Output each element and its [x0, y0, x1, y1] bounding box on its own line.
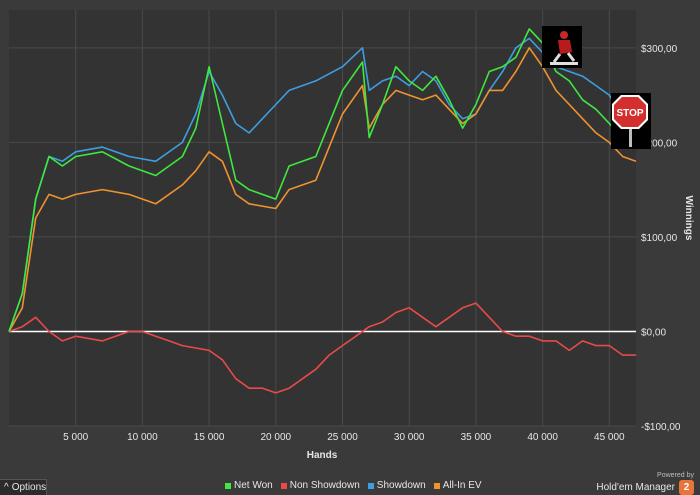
stop-sign-image: STOP — [611, 93, 651, 149]
skater-image — [542, 26, 582, 68]
legend-item[interactable]: All-In EV — [433, 480, 482, 491]
y-tick-label: $200,00 — [641, 138, 678, 149]
legend-item[interactable]: Net Won — [225, 480, 273, 491]
x-tick-label: 30 000 — [394, 432, 425, 443]
legend-label: Showdown — [376, 480, 426, 491]
powered-by-text: Powered by — [657, 472, 694, 479]
legend-item[interactable]: Non Showdown — [280, 480, 360, 491]
hem2-brand: Powered by Hold'em Manager 2 — [596, 472, 694, 495]
hem2-logo-icon: 2 — [679, 480, 694, 495]
x-tick-label: 20 000 — [261, 432, 292, 443]
x-tick-label: 45 000 — [594, 432, 625, 443]
winnings-chart: 5 000 10 000 15 000 20 000 25 000 30 000 35 00… — [8, 10, 694, 461]
chevron-up-icon: ^ — [4, 482, 9, 493]
x-tick-label: 25 000 — [327, 432, 358, 443]
plot-area — [9, 10, 636, 426]
legend-swatch — [225, 482, 231, 489]
legend-label: Non Showdown — [289, 480, 360, 491]
legend-label: Net Won — [234, 480, 273, 491]
options-label: Options — [11, 482, 47, 493]
y-axis-title: Winnings — [683, 196, 694, 241]
stop-sign-text: STOP — [616, 108, 643, 119]
series-line-non-showdown — [8, 302, 636, 394]
x-tick-label: 15 000 — [194, 432, 225, 443]
brand-name: Hold'em Manager — [596, 482, 675, 493]
y-tick-label: $100,00 — [641, 233, 678, 244]
legend-swatch — [280, 482, 287, 489]
legend-label: All-In EV — [442, 480, 482, 491]
legend-item[interactable]: Showdown — [367, 480, 426, 491]
legend: Net Won Non Showdown Showdown All-In EV — [225, 480, 482, 491]
x-axis: 5 000 10 000 15 000 20 000 25 000 30 000 35 00… — [63, 432, 625, 443]
grid — [9, 10, 636, 427]
y-tick-label: $0,00 — [641, 327, 666, 338]
legend-swatch — [367, 482, 374, 489]
series-line-all-in-ev — [8, 46, 637, 332]
options-button[interactable]: ^ Options — [0, 479, 47, 495]
x-tick-label: 10 000 — [127, 432, 158, 443]
y-tick-label: -$100,00 — [641, 422, 681, 433]
x-tick-label: 40 000 — [527, 432, 558, 443]
x-axis-title: Hands — [307, 450, 338, 461]
legend-swatch — [433, 482, 440, 489]
y-tick-label: $300,00 — [641, 44, 678, 55]
x-tick-label: 5 000 — [63, 432, 88, 443]
x-tick-label: 35 000 — [461, 432, 492, 443]
y-axis: -$100,00 $0,00 $100,00 $200,00 $300,00 — [641, 44, 681, 433]
